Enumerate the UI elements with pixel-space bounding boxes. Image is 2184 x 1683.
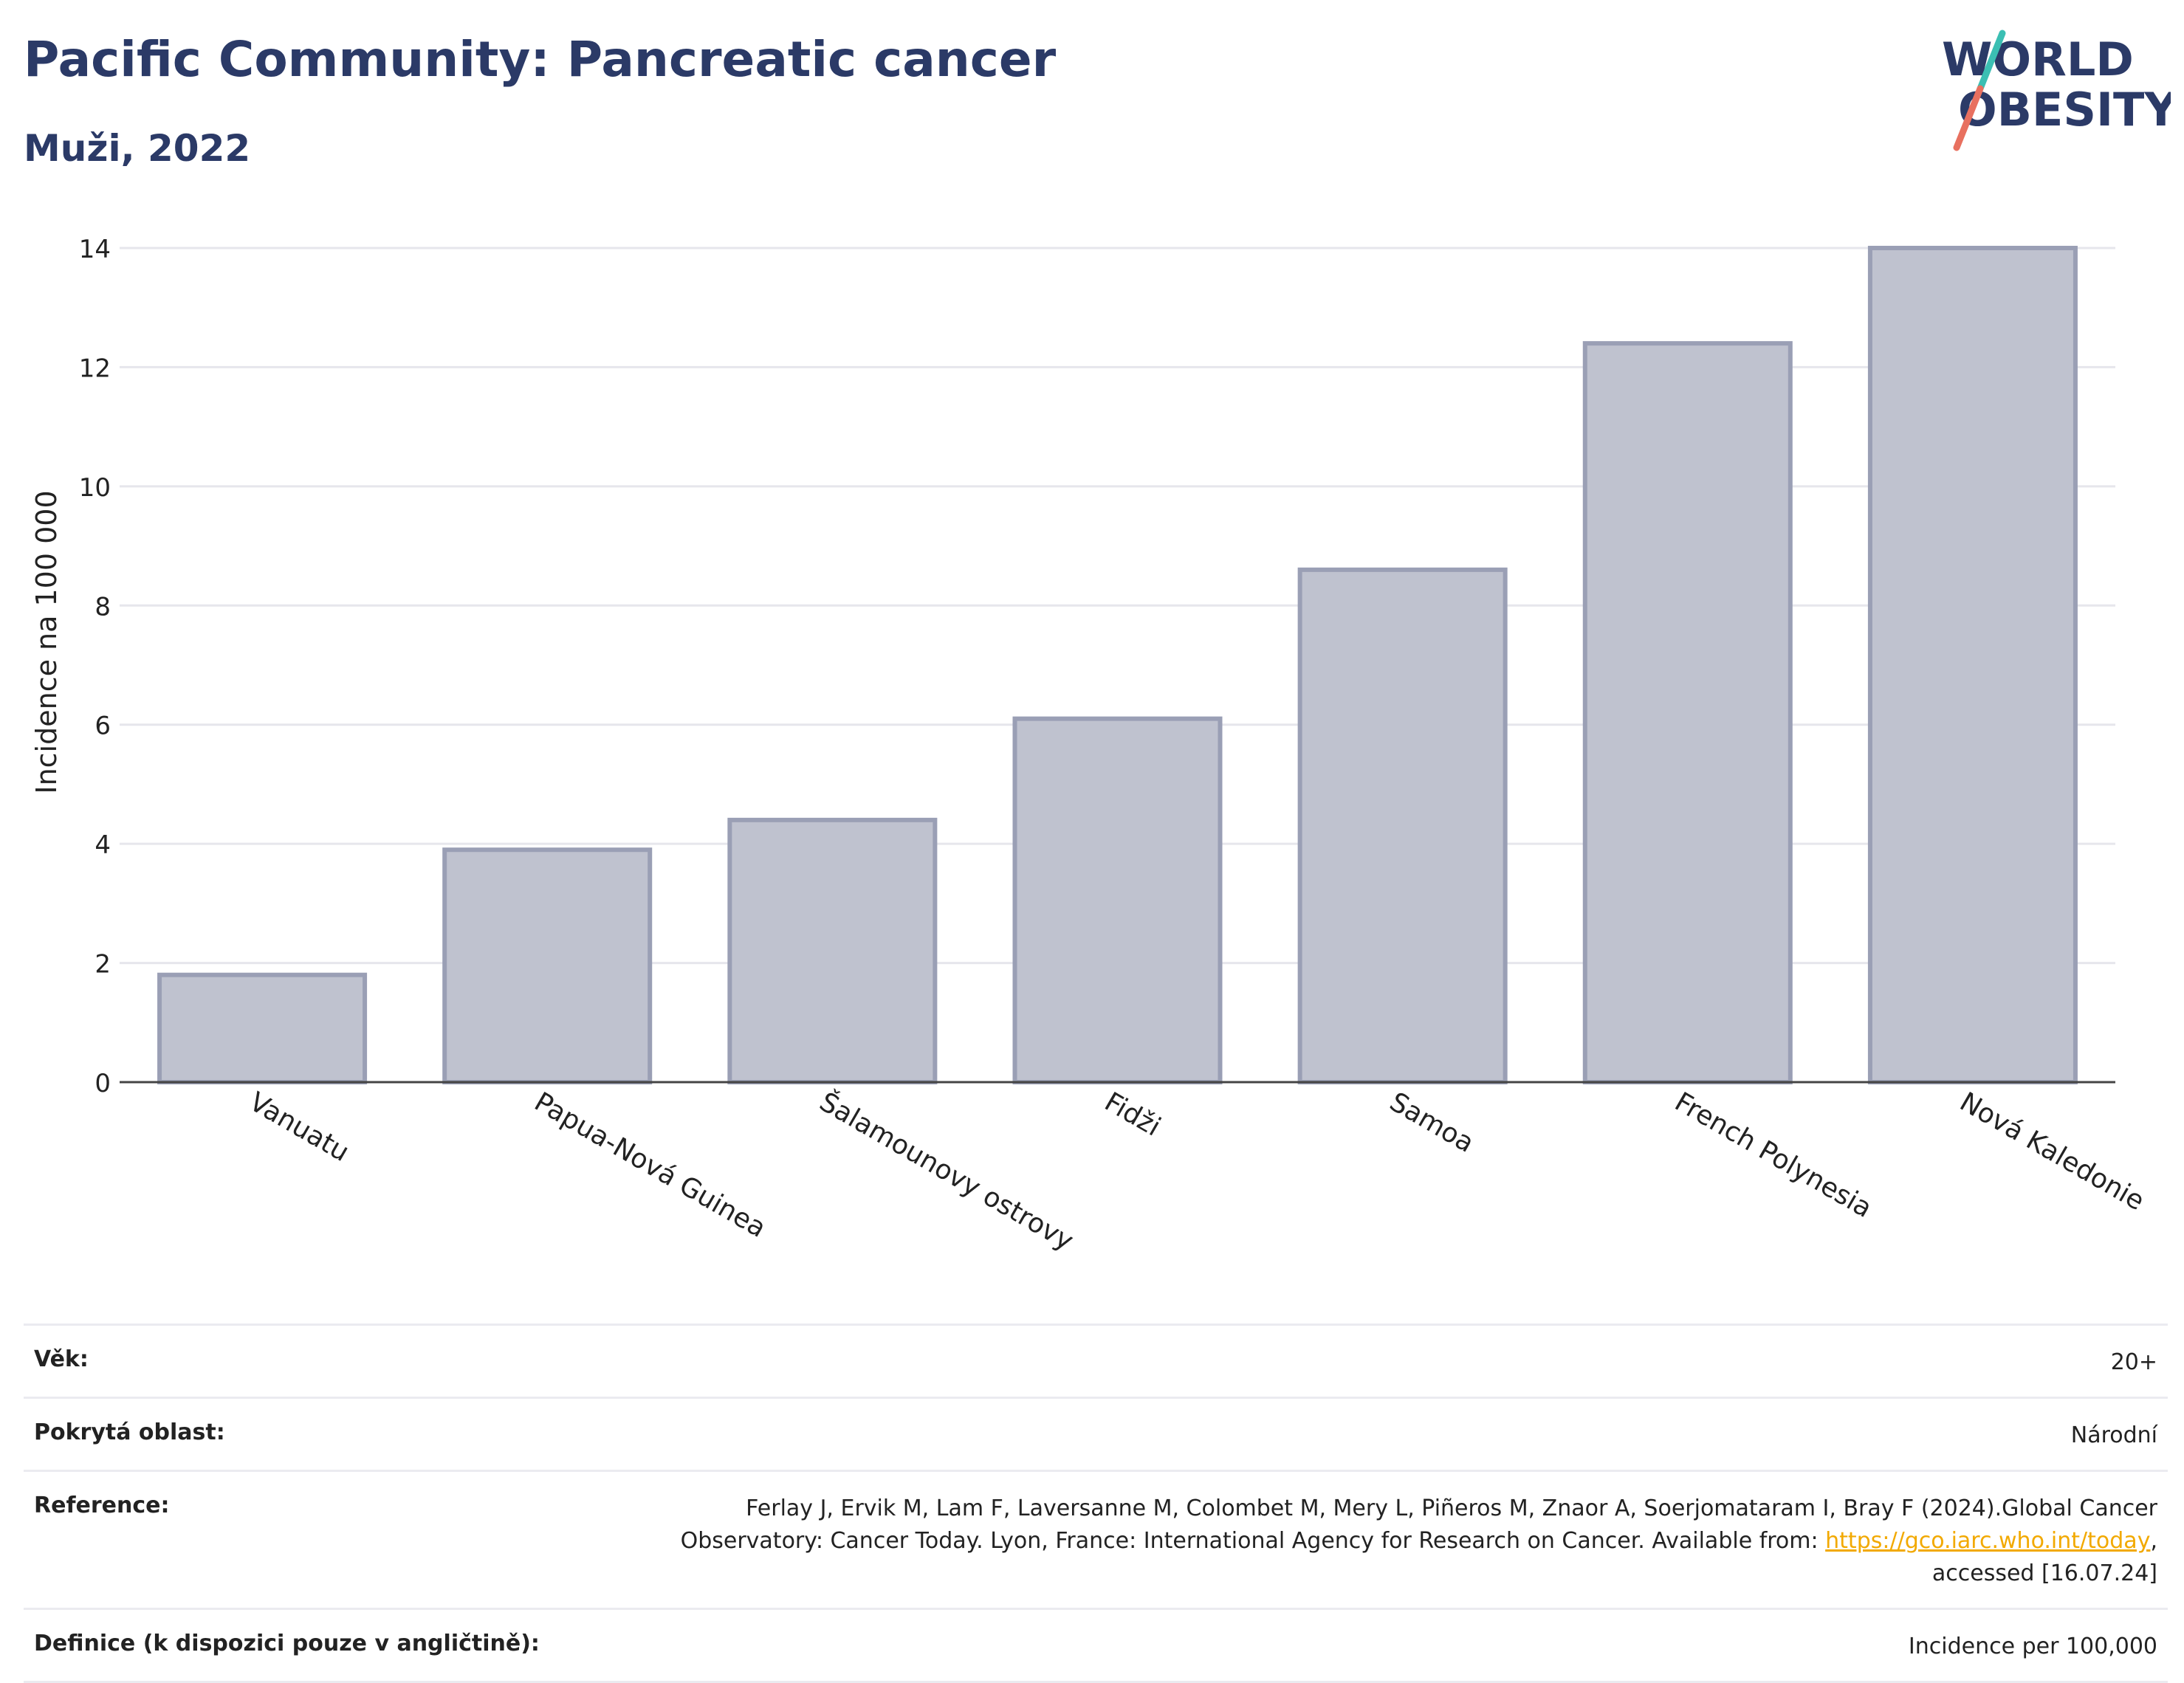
info-row-coverage: Pokrytá oblast: Národní: [24, 1397, 2168, 1470]
x-tick-label: French Polynesia: [1669, 1087, 1877, 1224]
reference-text-end: , accessed [16.07.24]: [1931, 1528, 2157, 1586]
bar-fid-i[interactable]: [1012, 716, 1223, 1085]
logo-line1: WORLD: [1942, 32, 2134, 86]
world-obesity-logo: WORLD OBESITY: [1942, 30, 2171, 151]
info-row-age: Věk: 20+: [24, 1324, 2168, 1397]
info-value: Ferlay J, Ervik M, Lam F, Laversanne M, …: [607, 1493, 2157, 1590]
info-label: Věk:: [34, 1346, 89, 1372]
bar--alamounovy-ostrovy[interactable]: [727, 817, 938, 1085]
y-tick-label: 0: [95, 1069, 111, 1098]
x-tick-label: Vanuatu: [244, 1087, 354, 1168]
y-tick-label: 4: [95, 830, 111, 860]
bars: [157, 246, 2078, 1085]
bar-papua-nov-guinea[interactable]: [442, 847, 653, 1084]
y-tick-label: 10: [79, 473, 111, 503]
info-row-reference: Reference: Ferlay J, Ervik M, Lam F, Lav…: [24, 1470, 2168, 1608]
x-tick-label: Šalamounovy ostrovy: [814, 1086, 1079, 1256]
bar-nov-kaledonie[interactable]: [1867, 246, 2078, 1084]
bar-french-polynesia[interactable]: [1582, 341, 1793, 1084]
x-tick-label: Nová Kaledonie: [1954, 1087, 2149, 1216]
x-tick-labels: Vanuatu Papua-Nová Guinea Šalamounovy ostr…: [244, 1086, 2150, 1256]
y-tick-label: 6: [95, 712, 111, 741]
y-tick-label: 8: [95, 592, 111, 622]
bar-samoa[interactable]: [1297, 567, 1508, 1084]
x-tick-label: Papua-Nová Guinea: [529, 1087, 771, 1244]
bar-vanuatu[interactable]: [157, 972, 368, 1084]
info-label: Pokrytá oblast:: [34, 1419, 225, 1445]
x-tick-label: Samoa: [1384, 1087, 1479, 1159]
info-label: Reference:: [34, 1493, 170, 1518]
y-tick-labels: 0 2 4 6 8 10 12 14: [79, 235, 111, 1098]
y-tick-label: 14: [79, 235, 111, 264]
y-axis-label: Incidence na 100 000: [30, 490, 63, 794]
x-tick-label: Fidži: [1099, 1087, 1166, 1142]
info-row-definition: Definice (k dispozici pouze v angličtině…: [24, 1608, 2168, 1683]
info-value: 20+: [2110, 1349, 2157, 1375]
reference-link[interactable]: https://gco.iarc.who.int/today: [1825, 1528, 2151, 1554]
reference-text: Ferlay J, Ervik M, Lam F, Laversanne M, …: [680, 1496, 2157, 1554]
bar-chart: 0 2 4 6 8 10 12 14 Vanuatu Papua-Nová Guinea Šala…: [30, 235, 2150, 1256]
page-subtitle: Muži, 2022: [24, 127, 251, 170]
info-table: Věk: 20+ Pokrytá oblast: Národní Referen…: [24, 1324, 2168, 1683]
page-title: Pacific Community: Pancreatic cancer: [24, 31, 1057, 88]
y-tick-label: 12: [79, 354, 111, 383]
info-value: Národní: [2070, 1422, 2157, 1448]
info-value: Incidence per 100,000: [1908, 1634, 2157, 1659]
logo-line2: OBESITY: [1958, 83, 2171, 137]
info-label: Definice (k dispozici pouze v angličtině…: [34, 1631, 540, 1656]
y-tick-label: 2: [95, 950, 111, 980]
